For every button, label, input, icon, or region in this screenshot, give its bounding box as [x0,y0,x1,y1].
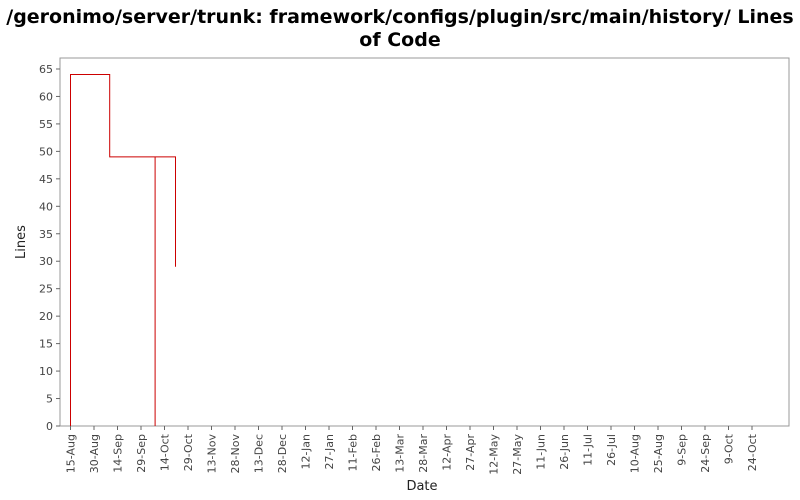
x-tick-label: 26-Jul [605,434,618,466]
x-tick-label: 26-Feb [370,434,383,471]
y-tick-label: 45 [39,173,53,186]
x-tick-label: 15-Aug [65,434,78,473]
y-tick-label: 65 [39,63,53,76]
y-tick-label: 55 [39,118,53,131]
x-tick-label: 13-Mar [394,434,407,473]
x-tick-label: 9-Oct [723,433,736,464]
x-tick-label: 14-Oct [159,433,172,471]
y-axis-title: Lines [14,225,29,259]
x-tick-label: 14-Sep [112,434,125,473]
y-tick-label: 5 [46,393,53,406]
y-tick-label: 10 [39,365,53,378]
series-line [70,74,176,426]
y-tick-label: 40 [39,200,53,213]
chart-title-line-1: /geronimo/server/trunk: framework/config… [6,6,793,28]
x-tick-label: 13-Dec [253,434,266,473]
y-tick-label: 20 [39,310,53,323]
x-tick-label: 28-Mar [417,434,430,473]
y-tick-label: 25 [39,283,53,296]
x-tick-label: 13-Nov [206,434,219,474]
x-tick-label: 11-Jul [582,434,595,466]
x-tick-label: 12-Jan [300,434,313,470]
x-tick-label: 27-Jan [323,434,336,470]
x-tick-label: 27-May [511,434,524,475]
y-axis: 0 5 10 15 20 25 30 35 40 45 50 55 60 65 [39,63,60,433]
y-tick-label: 15 [39,338,53,351]
x-tick-label: 9-Sep [676,434,689,466]
x-tick-label: 28-Dec [276,434,289,473]
x-axis-title: Date [406,479,437,494]
x-tick-label: 11-Feb [347,434,360,471]
x-tick-label: 12-May [488,434,501,475]
x-tick-label: 29-Oct [182,433,195,471]
x-tick-label: 26-Jun [558,434,571,470]
chart-title-line-2: of Code [359,29,440,51]
series-layer [70,74,176,426]
x-tick-label: 30-Aug [88,434,101,473]
x-tick-label: 24-Oct [746,433,759,471]
x-tick-label: 12-Apr [441,434,454,471]
x-tick-label: 10-Aug [629,434,642,473]
y-tick-label: 0 [46,420,53,433]
x-axis: 15-Aug 30-Aug 14-Sep 29-Sep 14-Oct 29-Oct 13-N… [65,426,759,475]
y-tick-label: 50 [39,145,53,158]
x-tick-label: 24-Sep [699,434,712,473]
x-tick-label: 29-Sep [135,434,148,473]
y-tick-label: 60 [39,90,53,103]
plot-area [59,57,790,427]
y-tick-label: 35 [39,228,53,241]
x-tick-label: 25-Aug [652,434,665,473]
y-tick-label: 30 [39,255,53,268]
x-tick-label: 27-Apr [464,434,477,471]
x-tick-label: 28-Nov [229,434,242,474]
x-tick-label: 11-Jun [535,434,548,470]
